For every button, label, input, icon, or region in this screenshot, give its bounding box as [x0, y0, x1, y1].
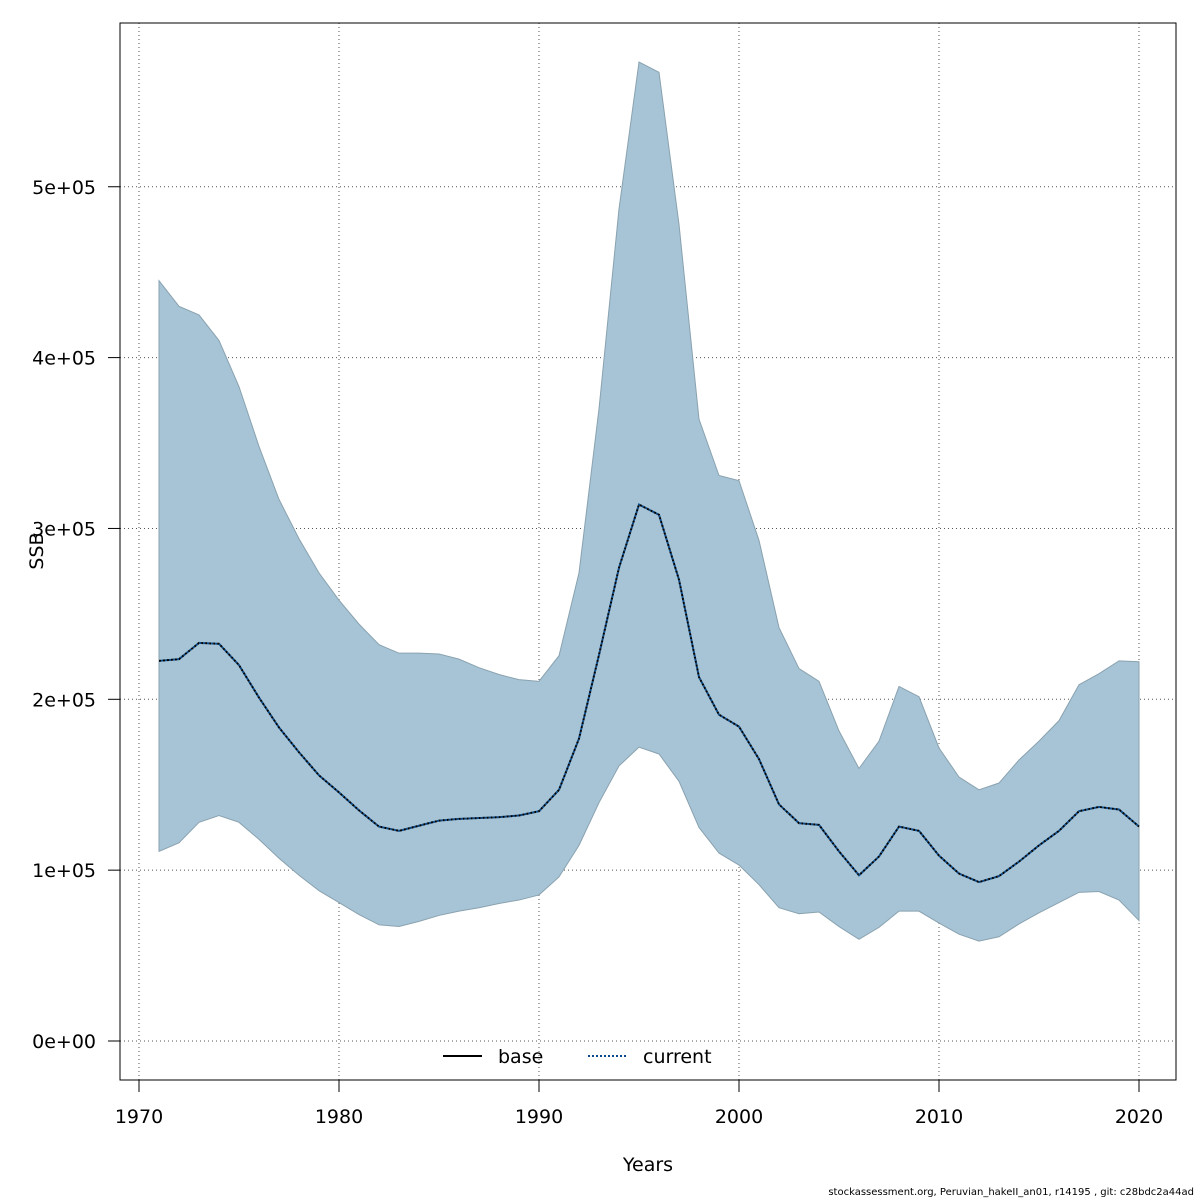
series-line-layer: [158, 503, 1140, 884]
footer-note: stockassessment.org, Peruvian_hakeII_an0…: [828, 1187, 1194, 1198]
x-tick-label: 1990: [515, 1106, 563, 1128]
y-tick-label: 3e+05: [32, 518, 96, 540]
x-tick-label: 2020: [1115, 1106, 1163, 1128]
x-tick-label: 1970: [115, 1106, 163, 1128]
x-axis-title: Years: [622, 1154, 673, 1176]
y-tick-label: 4e+05: [32, 348, 96, 370]
x-tick-label: 1980: [315, 1106, 363, 1128]
x-tick-label: 2010: [915, 1106, 963, 1128]
legend: base current: [443, 1046, 712, 1068]
x-tick-label: 2000: [715, 1106, 763, 1128]
confidence-band-layer: [158, 61, 1140, 942]
confidence-band: [158, 61, 1140, 942]
y-tick-label: 1e+05: [32, 860, 96, 882]
y-tick-label: 5e+05: [32, 177, 96, 199]
y-axis-title: SSB: [26, 532, 48, 569]
y-axis: 0e+00 1e+05 2e+05 3e+05 4e+05 5e+05: [32, 177, 121, 1053]
x-axis: 1970 1980 1990 2000 2010 2020: [115, 1079, 1163, 1128]
y-tick-label: 2e+05: [32, 689, 96, 711]
legend-label-current: current: [643, 1046, 712, 1068]
y-tick-label: 0e+00: [32, 1031, 96, 1053]
series-line-current: [158, 503, 1140, 884]
legend-label-base: base: [498, 1046, 543, 1068]
